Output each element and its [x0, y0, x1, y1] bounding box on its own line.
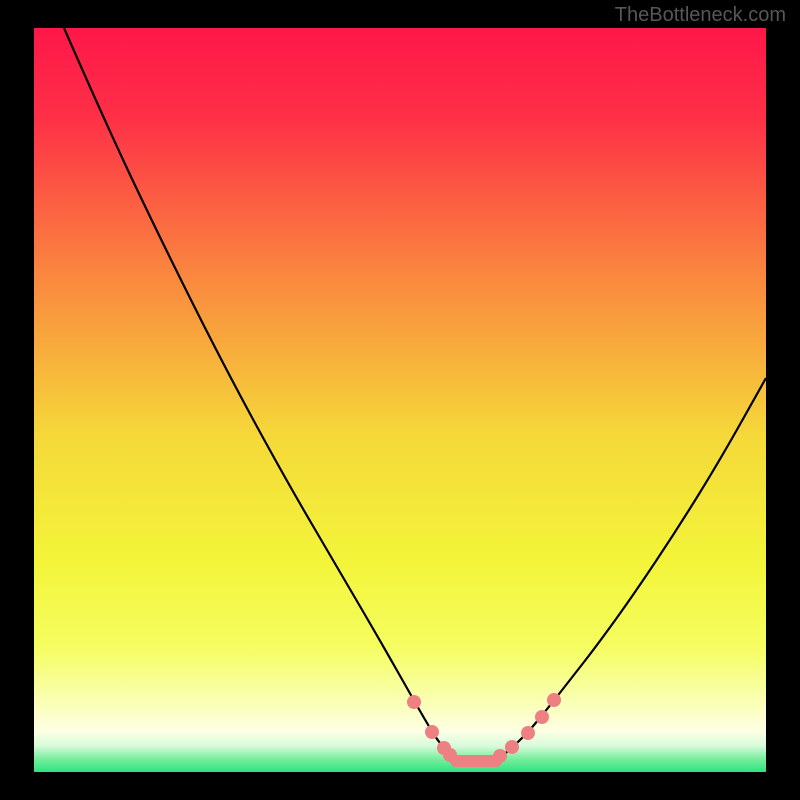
marker-dot — [521, 726, 535, 740]
bottleneck-chart: TheBottleneck.com — [0, 0, 800, 800]
marker-dot — [425, 725, 439, 739]
marker-dot — [407, 695, 421, 709]
plot-area — [34, 28, 766, 772]
marker-dot — [505, 740, 519, 754]
marker-dot — [493, 749, 507, 763]
watermark-text: TheBottleneck.com — [615, 4, 786, 27]
chart-svg — [0, 0, 800, 800]
marker-dot — [547, 693, 561, 707]
marker-dot — [535, 710, 549, 724]
